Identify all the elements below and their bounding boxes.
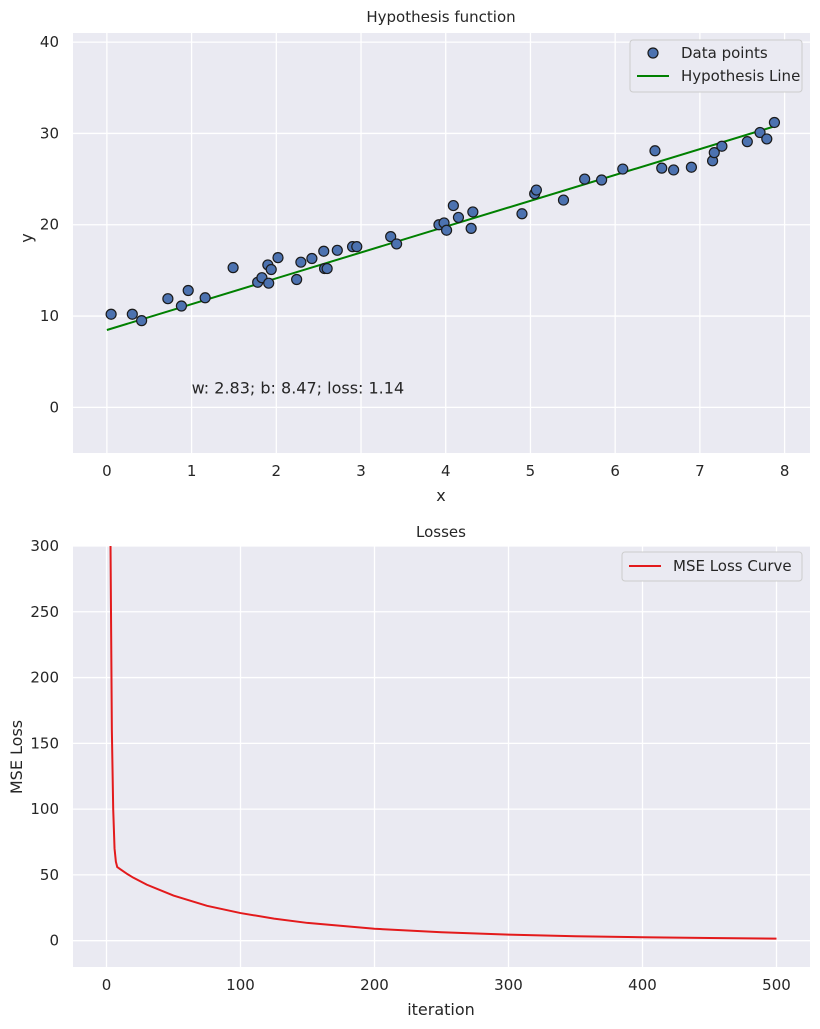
data-point bbox=[126, 308, 138, 320]
data-point bbox=[596, 174, 608, 186]
data-point bbox=[385, 231, 397, 243]
bottom-ytick-label: 300 bbox=[30, 537, 59, 555]
data-point bbox=[761, 133, 773, 145]
legend-top: Data points Hypothesis Line bbox=[629, 39, 803, 93]
data-point bbox=[182, 284, 194, 297]
annotation-text: w: 2.83; b: 8.47; loss: 1.14 bbox=[192, 379, 405, 398]
data-point bbox=[649, 145, 661, 157]
data-point bbox=[265, 263, 277, 276]
top-xtick-label: 0 bbox=[102, 462, 112, 480]
bottom-xtick-label: 500 bbox=[762, 976, 791, 994]
bottom-ytick-label: 200 bbox=[30, 669, 59, 687]
plot-area-bottom bbox=[73, 546, 810, 967]
data-point bbox=[530, 184, 542, 196]
ticks-bottom: 0 100 200 300 400 500 0 50 100 150 200 250 300 bbox=[30, 537, 790, 994]
top-xtick-label: 7 bbox=[695, 462, 705, 480]
data-point bbox=[295, 256, 307, 268]
data-point bbox=[465, 222, 477, 234]
data-point bbox=[331, 244, 343, 256]
top-xtick-label: 6 bbox=[610, 462, 620, 480]
data-point bbox=[440, 224, 453, 236]
top-xtick-label: 2 bbox=[272, 462, 282, 480]
data-point bbox=[291, 273, 303, 286]
bottom-ytick-label: 0 bbox=[49, 932, 59, 950]
data-point bbox=[175, 300, 188, 312]
data-point bbox=[318, 245, 330, 257]
y-axis-label-bottom: MSE Loss bbox=[7, 720, 26, 794]
data-point bbox=[263, 277, 275, 289]
data-point bbox=[467, 206, 479, 218]
bottom-xtick-label: 400 bbox=[628, 976, 657, 994]
bottom-xtick-label: 300 bbox=[494, 976, 523, 994]
data-point bbox=[656, 162, 668, 174]
data-point bbox=[754, 126, 766, 139]
bottom-xtick-label: 200 bbox=[360, 976, 389, 994]
bottom-ytick-label: 150 bbox=[30, 734, 59, 752]
top-ytick-label: 10 bbox=[40, 307, 59, 325]
data-point bbox=[306, 252, 318, 265]
legend-bottom: MSE Loss Curve bbox=[621, 551, 803, 582]
data-point bbox=[447, 199, 459, 212]
data-point bbox=[685, 161, 698, 173]
bottom-ytick-label: 100 bbox=[30, 800, 59, 818]
top-ytick-label: 40 bbox=[40, 33, 59, 51]
chart-title-bottom: Losses bbox=[416, 523, 466, 541]
top-xtick-label: 1 bbox=[187, 462, 197, 480]
bottom-ytick-label: 50 bbox=[40, 866, 59, 884]
data-point bbox=[272, 252, 284, 264]
data-point bbox=[351, 241, 363, 253]
y-axis-label-top: y bbox=[17, 233, 36, 242]
legend-label-points: Data points bbox=[681, 44, 768, 62]
top-xtick-label: 5 bbox=[526, 462, 536, 480]
legend-box-bottom bbox=[621, 551, 803, 582]
data-point bbox=[105, 308, 117, 320]
x-axis-label-top: x bbox=[436, 486, 445, 505]
top-xtick-label: 4 bbox=[441, 462, 451, 480]
ticks-top: 0 1 2 3 4 5 6 7 8 0 10 20 30 40 bbox=[40, 33, 789, 480]
bottom-xtick-label: 100 bbox=[226, 976, 255, 994]
mse-loss-curve bbox=[109, 545, 777, 940]
top-xtick-label: 8 bbox=[780, 462, 790, 480]
x-axis-label-bottom: iteration bbox=[407, 1000, 475, 1019]
data-point bbox=[452, 211, 465, 224]
bottom-xtick-label: 0 bbox=[102, 976, 112, 994]
grid-bottom bbox=[73, 545, 810, 967]
legend-label-loss: MSE Loss Curve bbox=[673, 557, 792, 575]
chart-title-top: Hypothesis function bbox=[366, 8, 515, 26]
legend-marker-points bbox=[647, 47, 659, 59]
data-point bbox=[708, 147, 720, 159]
data-point bbox=[741, 136, 753, 148]
data-point bbox=[227, 262, 239, 274]
data-point bbox=[199, 292, 211, 304]
data-point bbox=[516, 208, 528, 220]
data-point bbox=[391, 238, 403, 250]
grid-top bbox=[73, 33, 810, 453]
plot-area-top bbox=[73, 33, 810, 453]
top-ytick-label: 0 bbox=[49, 398, 59, 416]
data-point bbox=[557, 194, 570, 206]
data-points-group bbox=[105, 116, 781, 327]
legend-box-top bbox=[629, 39, 803, 93]
data-point bbox=[668, 164, 680, 176]
top-xtick-label: 3 bbox=[356, 462, 366, 480]
legend-label-line: Hypothesis Line bbox=[681, 67, 800, 85]
bottom-ytick-label: 250 bbox=[30, 603, 59, 621]
data-point bbox=[136, 315, 148, 327]
loss-chart: 0 100 200 300 400 500 0 50 100 150 200 250 300 Losse… bbox=[7, 523, 810, 1019]
data-point bbox=[162, 293, 174, 305]
top-ytick-label: 20 bbox=[40, 216, 59, 234]
data-point bbox=[321, 262, 333, 275]
data-point bbox=[716, 140, 728, 152]
data-point bbox=[768, 116, 781, 129]
data-point bbox=[579, 173, 591, 185]
data-point bbox=[617, 163, 629, 175]
top-ytick-label: 30 bbox=[40, 124, 59, 142]
hypothesis-chart: 0 1 2 3 4 5 6 7 8 0 10 20 30 40 Hypothesis function x… bbox=[17, 8, 810, 505]
